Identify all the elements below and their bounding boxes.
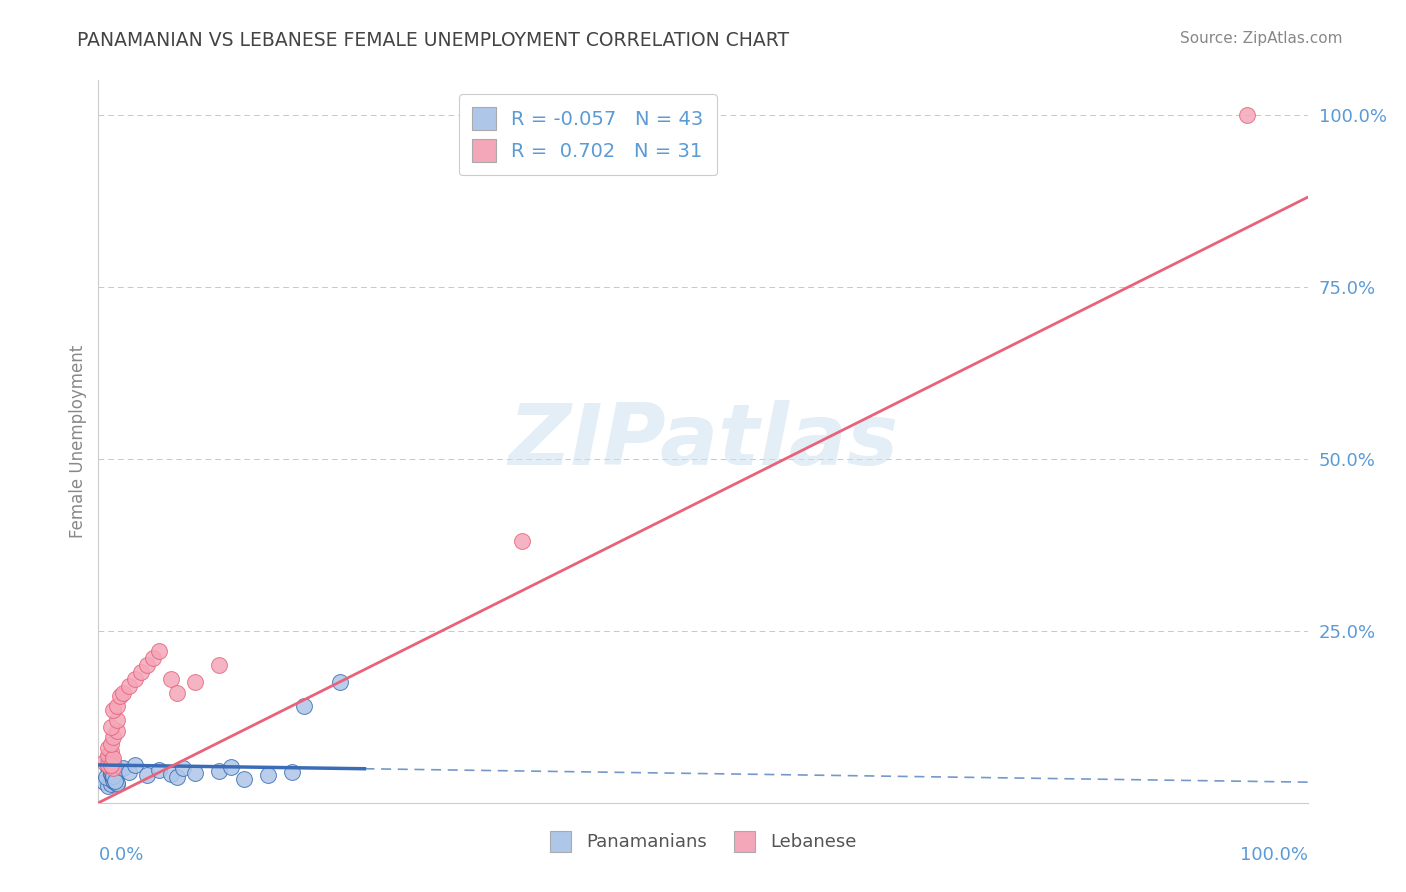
Point bbox=[100, 767, 122, 781]
Point bbox=[135, 658, 157, 673]
Point bbox=[281, 764, 304, 779]
Point bbox=[172, 761, 194, 775]
Y-axis label: Female Unemployment: Female Unemployment bbox=[69, 345, 87, 538]
Point bbox=[100, 755, 122, 769]
Point bbox=[100, 776, 122, 790]
Point bbox=[97, 758, 120, 772]
Point bbox=[105, 713, 128, 727]
Point bbox=[100, 759, 122, 773]
Point bbox=[105, 776, 128, 790]
Point bbox=[129, 665, 152, 679]
Point bbox=[100, 737, 122, 751]
Point bbox=[166, 770, 188, 784]
Point bbox=[105, 776, 128, 790]
Point bbox=[510, 534, 533, 549]
Point bbox=[101, 761, 124, 775]
Point bbox=[104, 763, 127, 777]
Point bbox=[166, 686, 188, 700]
Point bbox=[256, 768, 278, 782]
Point bbox=[105, 764, 128, 779]
Point bbox=[221, 760, 243, 774]
Point bbox=[160, 672, 183, 686]
Point bbox=[160, 767, 183, 781]
Point bbox=[124, 672, 146, 686]
Point bbox=[135, 768, 157, 782]
Point bbox=[101, 770, 124, 784]
Point bbox=[101, 773, 124, 788]
Point bbox=[232, 772, 254, 786]
Legend: Panamanians, Lebanese: Panamanians, Lebanese bbox=[543, 823, 863, 859]
Point bbox=[118, 764, 141, 779]
Point bbox=[101, 769, 124, 783]
Point bbox=[100, 720, 122, 734]
Point bbox=[101, 731, 124, 745]
Point bbox=[208, 764, 231, 779]
Point bbox=[101, 703, 124, 717]
Point bbox=[148, 644, 170, 658]
Point bbox=[100, 758, 122, 772]
Point bbox=[118, 679, 141, 693]
Point bbox=[101, 755, 124, 769]
Point bbox=[105, 723, 128, 738]
Point bbox=[97, 751, 120, 765]
Point bbox=[101, 767, 124, 781]
Point bbox=[97, 758, 120, 772]
Point bbox=[108, 689, 131, 703]
Point bbox=[1236, 108, 1258, 122]
Point bbox=[292, 699, 315, 714]
Text: 100.0%: 100.0% bbox=[1240, 847, 1308, 864]
Point bbox=[100, 764, 122, 778]
Point bbox=[101, 772, 124, 786]
Point bbox=[184, 675, 207, 690]
Text: ZIPatlas: ZIPatlas bbox=[508, 400, 898, 483]
Point bbox=[208, 658, 231, 673]
Text: PANAMANIAN VS LEBANESE FEMALE UNEMPLOYMENT CORRELATION CHART: PANAMANIAN VS LEBANESE FEMALE UNEMPLOYME… bbox=[77, 31, 789, 50]
Point bbox=[111, 761, 134, 775]
Point bbox=[97, 740, 120, 755]
Point bbox=[97, 779, 120, 793]
Point bbox=[104, 772, 127, 786]
Point bbox=[100, 744, 122, 758]
Point bbox=[100, 760, 122, 774]
Point bbox=[93, 755, 115, 769]
Point bbox=[184, 765, 207, 780]
Point bbox=[329, 675, 352, 690]
Point bbox=[100, 766, 122, 780]
Point bbox=[124, 758, 146, 772]
Point bbox=[97, 756, 120, 770]
Text: 0.0%: 0.0% bbox=[98, 847, 143, 864]
Point bbox=[94, 770, 117, 784]
Point bbox=[148, 763, 170, 777]
Point bbox=[104, 774, 127, 789]
Point bbox=[100, 768, 122, 782]
Point bbox=[93, 775, 115, 789]
Point bbox=[97, 747, 120, 762]
Point bbox=[101, 773, 124, 788]
Point bbox=[100, 751, 122, 765]
Point bbox=[142, 651, 165, 665]
Point bbox=[105, 699, 128, 714]
Text: Source: ZipAtlas.com: Source: ZipAtlas.com bbox=[1180, 31, 1343, 46]
Point bbox=[97, 761, 120, 775]
Point bbox=[111, 686, 134, 700]
Point bbox=[101, 751, 124, 765]
